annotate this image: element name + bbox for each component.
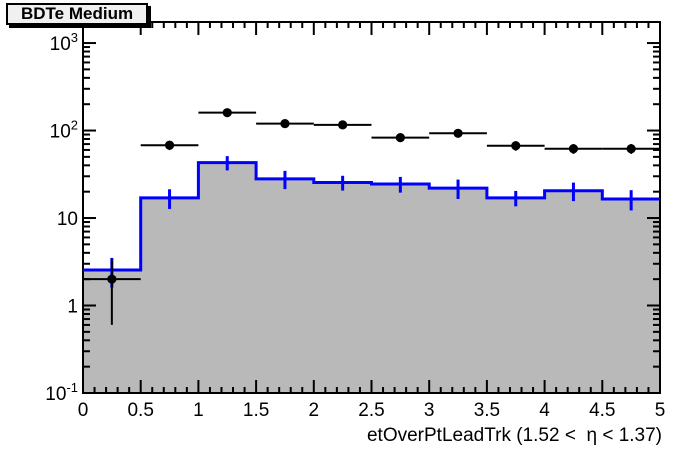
data-point-marker (222, 108, 232, 118)
x-tick-label: 5 (655, 400, 666, 421)
plot-title: BDTe Medium (21, 4, 134, 23)
histogram-fill (83, 162, 660, 393)
x-tick-label: 0.5 (127, 400, 153, 421)
y-tick-label: 10-1 (45, 380, 78, 405)
data-point-marker (395, 133, 405, 143)
data-point-marker (164, 140, 175, 150)
data-point-marker (568, 144, 579, 154)
data-point-marker (511, 141, 521, 151)
y-tick-label: 1 (67, 297, 78, 318)
plot-frame (82, 21, 661, 394)
x-tick-label: 4 (539, 400, 550, 421)
y-tick-label: 103 (50, 30, 78, 55)
x-tick-label: 2 (309, 400, 320, 421)
x-tick-label: 1 (193, 400, 204, 421)
title-box: BDTe Medium (6, 3, 149, 25)
x-tick-label: 3.5 (474, 400, 500, 421)
data-point-marker (453, 128, 463, 138)
x-tick-label: 4.5 (589, 400, 615, 421)
data-point-marker (626, 144, 636, 154)
y-tick-label: 10 (57, 209, 78, 230)
data-point-marker (107, 274, 117, 284)
x-tick-label: 0 (78, 400, 89, 421)
x-axis-title: etOverPtLeadTrk (1.52 < η < 1.37) (367, 425, 662, 446)
x-tick-label: 1.5 (243, 400, 269, 421)
x-tick-label: 3 (424, 400, 435, 421)
data-point-marker (280, 119, 290, 129)
data-point-marker (338, 120, 348, 130)
x-tick-label: 2.5 (358, 400, 384, 421)
y-tick-label: 102 (50, 118, 78, 143)
histogram-step-line (83, 161, 660, 272)
